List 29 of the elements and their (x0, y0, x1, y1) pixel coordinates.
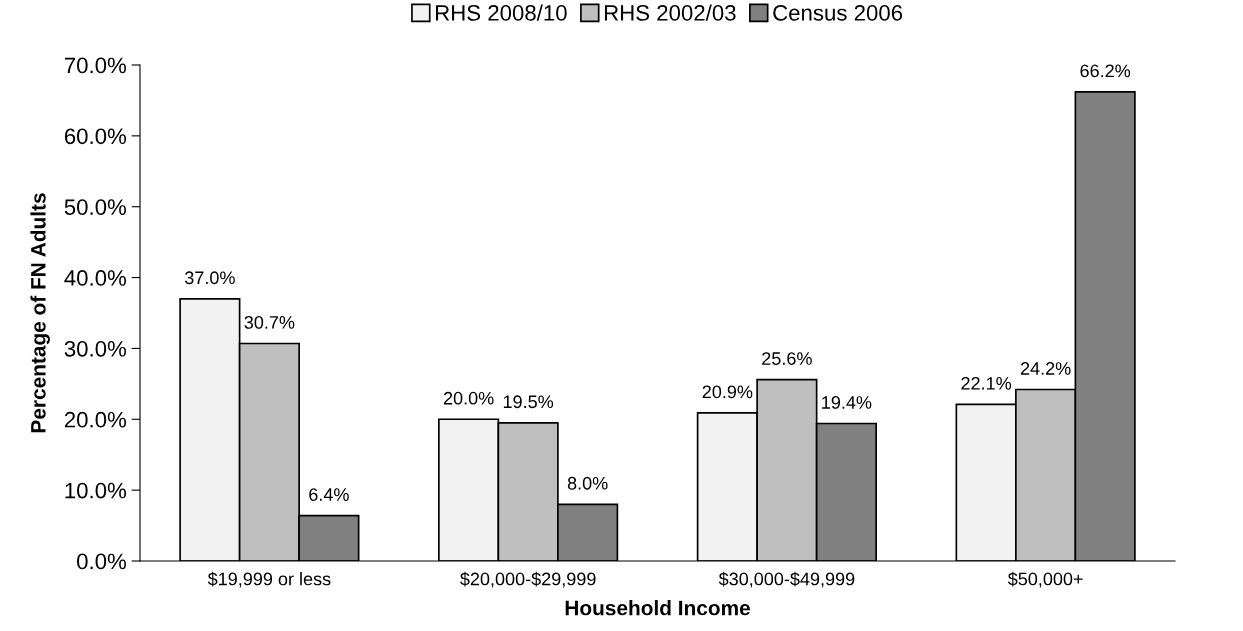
x-tick-label: $20,000-$29,999 (460, 571, 596, 588)
legend-label: Census 2006 (773, 5, 903, 21)
x-tick-label: $30,000-$49,999 (718, 571, 855, 588)
data-label: 25.6% (762, 352, 812, 365)
y-tick-label: 40.0% (64, 270, 127, 286)
data-label: 37.0% (184, 271, 235, 285)
y-tick-label: 0.0% (77, 553, 127, 570)
legend-label: RHS 2002/03 (604, 4, 736, 21)
data-label: 19.4% (822, 396, 872, 409)
y-axis-title: Percentage of FN Adults (30, 193, 50, 433)
y-tick-label: 70.0% (64, 57, 127, 74)
data-label: 30.7% (244, 316, 295, 329)
x-tick-label: $19,999 or less (207, 571, 331, 588)
data-label: 8.0% (567, 476, 608, 490)
y-tick-label: 10.0% (65, 482, 127, 499)
legend-label: RHS 2008/10 (435, 4, 567, 21)
data-label: 20.0% (443, 391, 494, 405)
y-tick-label: 60.0% (64, 128, 127, 145)
y-tick-label: 50.0% (64, 199, 127, 215)
data-label: 20.9% (702, 385, 753, 399)
data-label: 19.5% (503, 395, 554, 409)
data-label: 22.1% (961, 376, 1012, 390)
data-label: 6.4% (309, 488, 349, 501)
y-tick-label: 20.0% (64, 411, 127, 428)
x-tick-label: $50,000+ (1007, 571, 1083, 588)
y-tick-label: 30.0% (64, 340, 127, 357)
data-label: 24.2% (1020, 362, 1071, 375)
data-label: 66.2% (1080, 64, 1131, 78)
x-axis-title: Household Income (565, 600, 750, 616)
